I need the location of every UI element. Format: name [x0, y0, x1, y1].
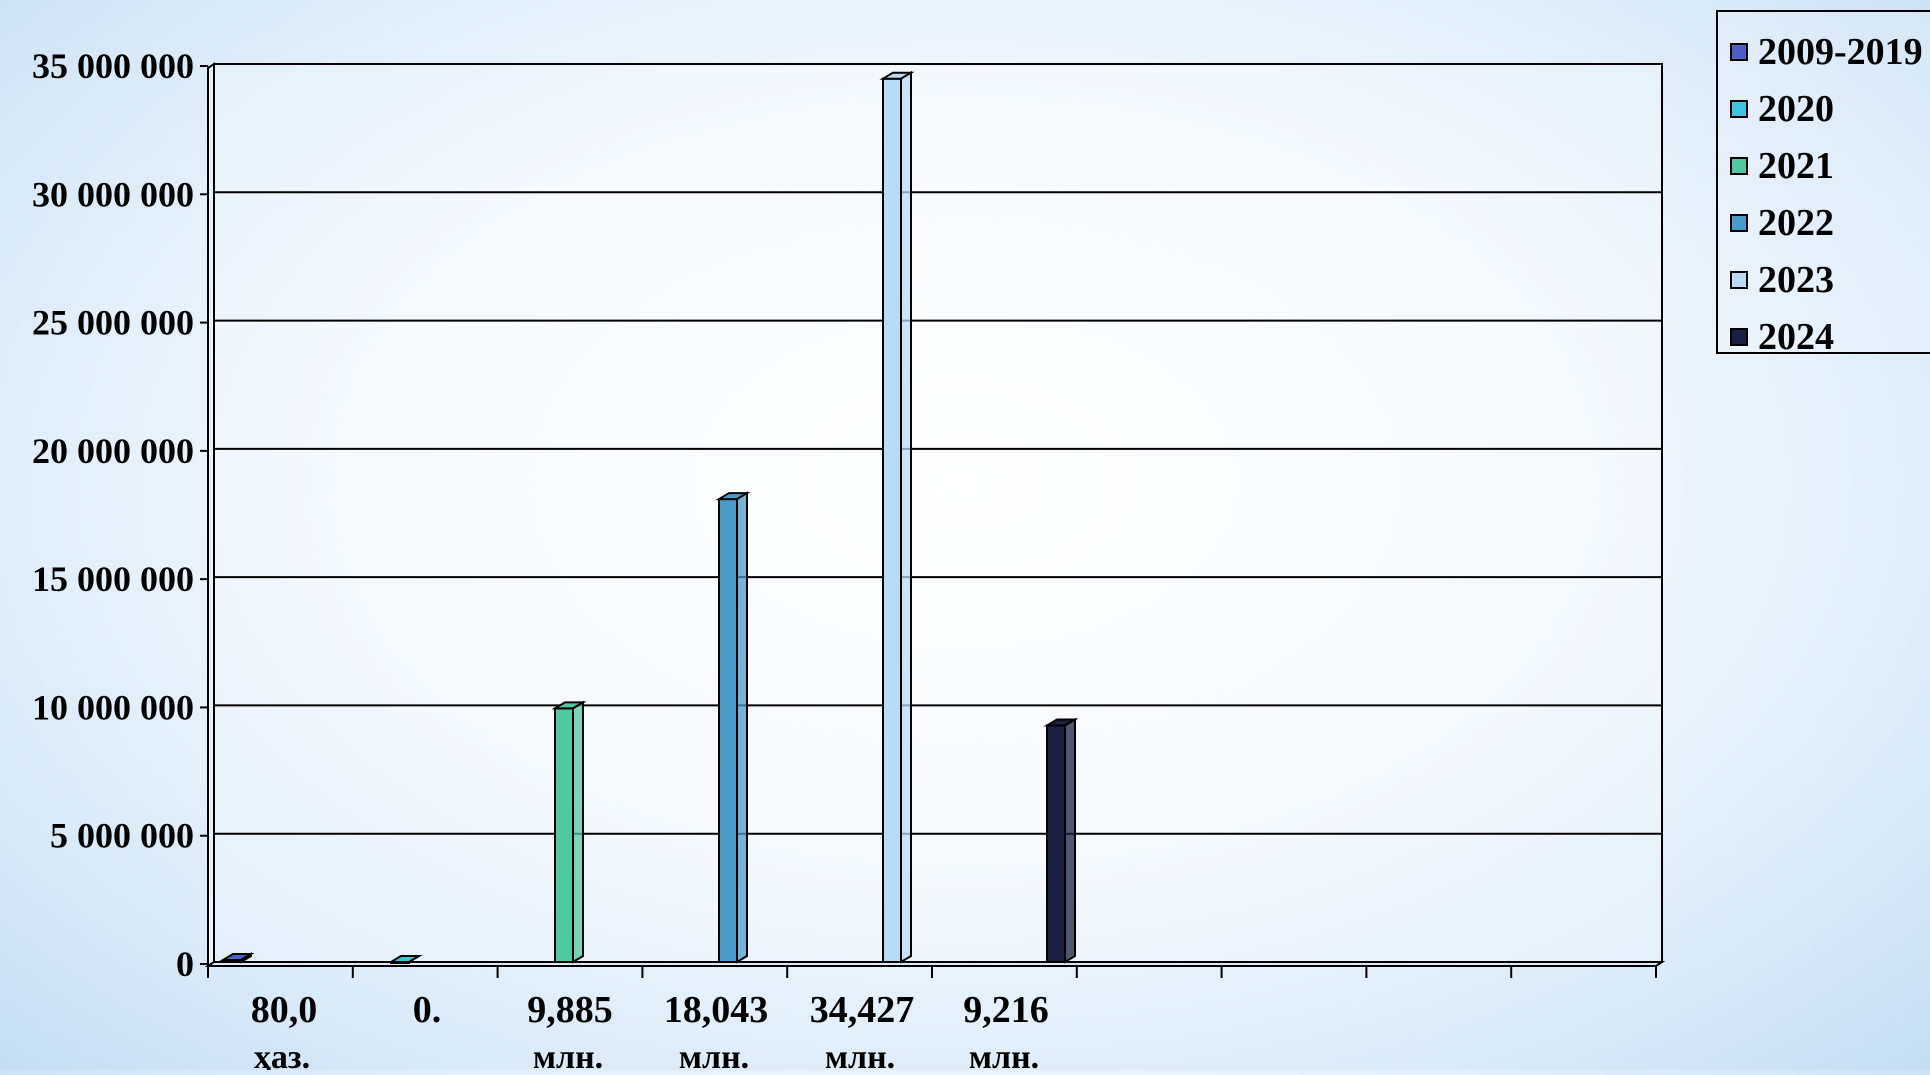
legend-label: 2021: [1758, 145, 1834, 187]
bar: [554, 707, 574, 963]
legend-item: 2023: [1730, 259, 1834, 301]
bar-side: [408, 955, 420, 963]
legend-label: 2020: [1758, 88, 1834, 130]
legend-label: 2009-2019: [1758, 31, 1923, 73]
legend-swatch: [1730, 214, 1748, 232]
legend-label: 2022: [1758, 202, 1834, 244]
x-category-sublabel: ҳаз.: [254, 1039, 310, 1070]
plot-area: [213, 63, 1663, 963]
x-category-label: 18,043: [664, 989, 769, 1031]
x-category-sublabel: млн.: [533, 1039, 603, 1070]
x-category-sublabel: млн.: [679, 1039, 749, 1070]
x-category-sublabel: млн.: [969, 1039, 1039, 1070]
plot-side-wall: [207, 62, 215, 968]
y-tick-label: 15 000 000: [32, 559, 194, 599]
y-tick-label: 30 000 000: [32, 174, 194, 214]
chart-legend: 2009-2019 2020 2021 2022 2023 2024: [1716, 10, 1930, 358]
y-tick-label: 35 000 000: [32, 46, 194, 86]
y-tick-label: 20 000 000: [32, 431, 194, 471]
x-category-sublabel: млн.: [825, 1039, 895, 1070]
bar: [718, 498, 738, 963]
bar-side: [240, 952, 252, 964]
x-category-label: 34,427: [810, 989, 915, 1031]
y-tick-label: 10 000 000: [32, 687, 194, 727]
x-category-label: 9,885: [527, 989, 613, 1031]
bar-side: [900, 70, 912, 964]
x-category-label: 9,216: [963, 989, 1049, 1031]
legend-swatch: [1730, 157, 1748, 175]
legend-swatch: [1730, 328, 1748, 346]
y-tick-label: 25 000 000: [32, 303, 194, 343]
plot-floor: [204, 961, 1666, 967]
legend-item: 2009-2019: [1730, 31, 1923, 73]
x-category-label: 0.: [413, 989, 442, 1031]
bar-side: [736, 491, 748, 964]
legend-item: 2022: [1730, 202, 1834, 244]
y-tick-label: 0: [176, 944, 194, 984]
bar: [882, 77, 902, 964]
legend-item: 2020: [1730, 88, 1834, 130]
x-category-label: 80,0: [251, 989, 318, 1031]
legend-swatch: [1730, 43, 1748, 61]
legend-item: 2024: [1730, 316, 1834, 358]
y-tick-label: 5 000 000: [50, 816, 194, 856]
legend-label: 2024: [1758, 316, 1834, 358]
bar-side: [1064, 717, 1076, 964]
bar: [1046, 724, 1066, 963]
bar-side: [572, 700, 584, 964]
legend-item: 2021: [1730, 145, 1834, 187]
legend-label: 2023: [1758, 259, 1834, 301]
legend-swatch: [1730, 100, 1748, 118]
legend-swatch: [1730, 271, 1748, 289]
